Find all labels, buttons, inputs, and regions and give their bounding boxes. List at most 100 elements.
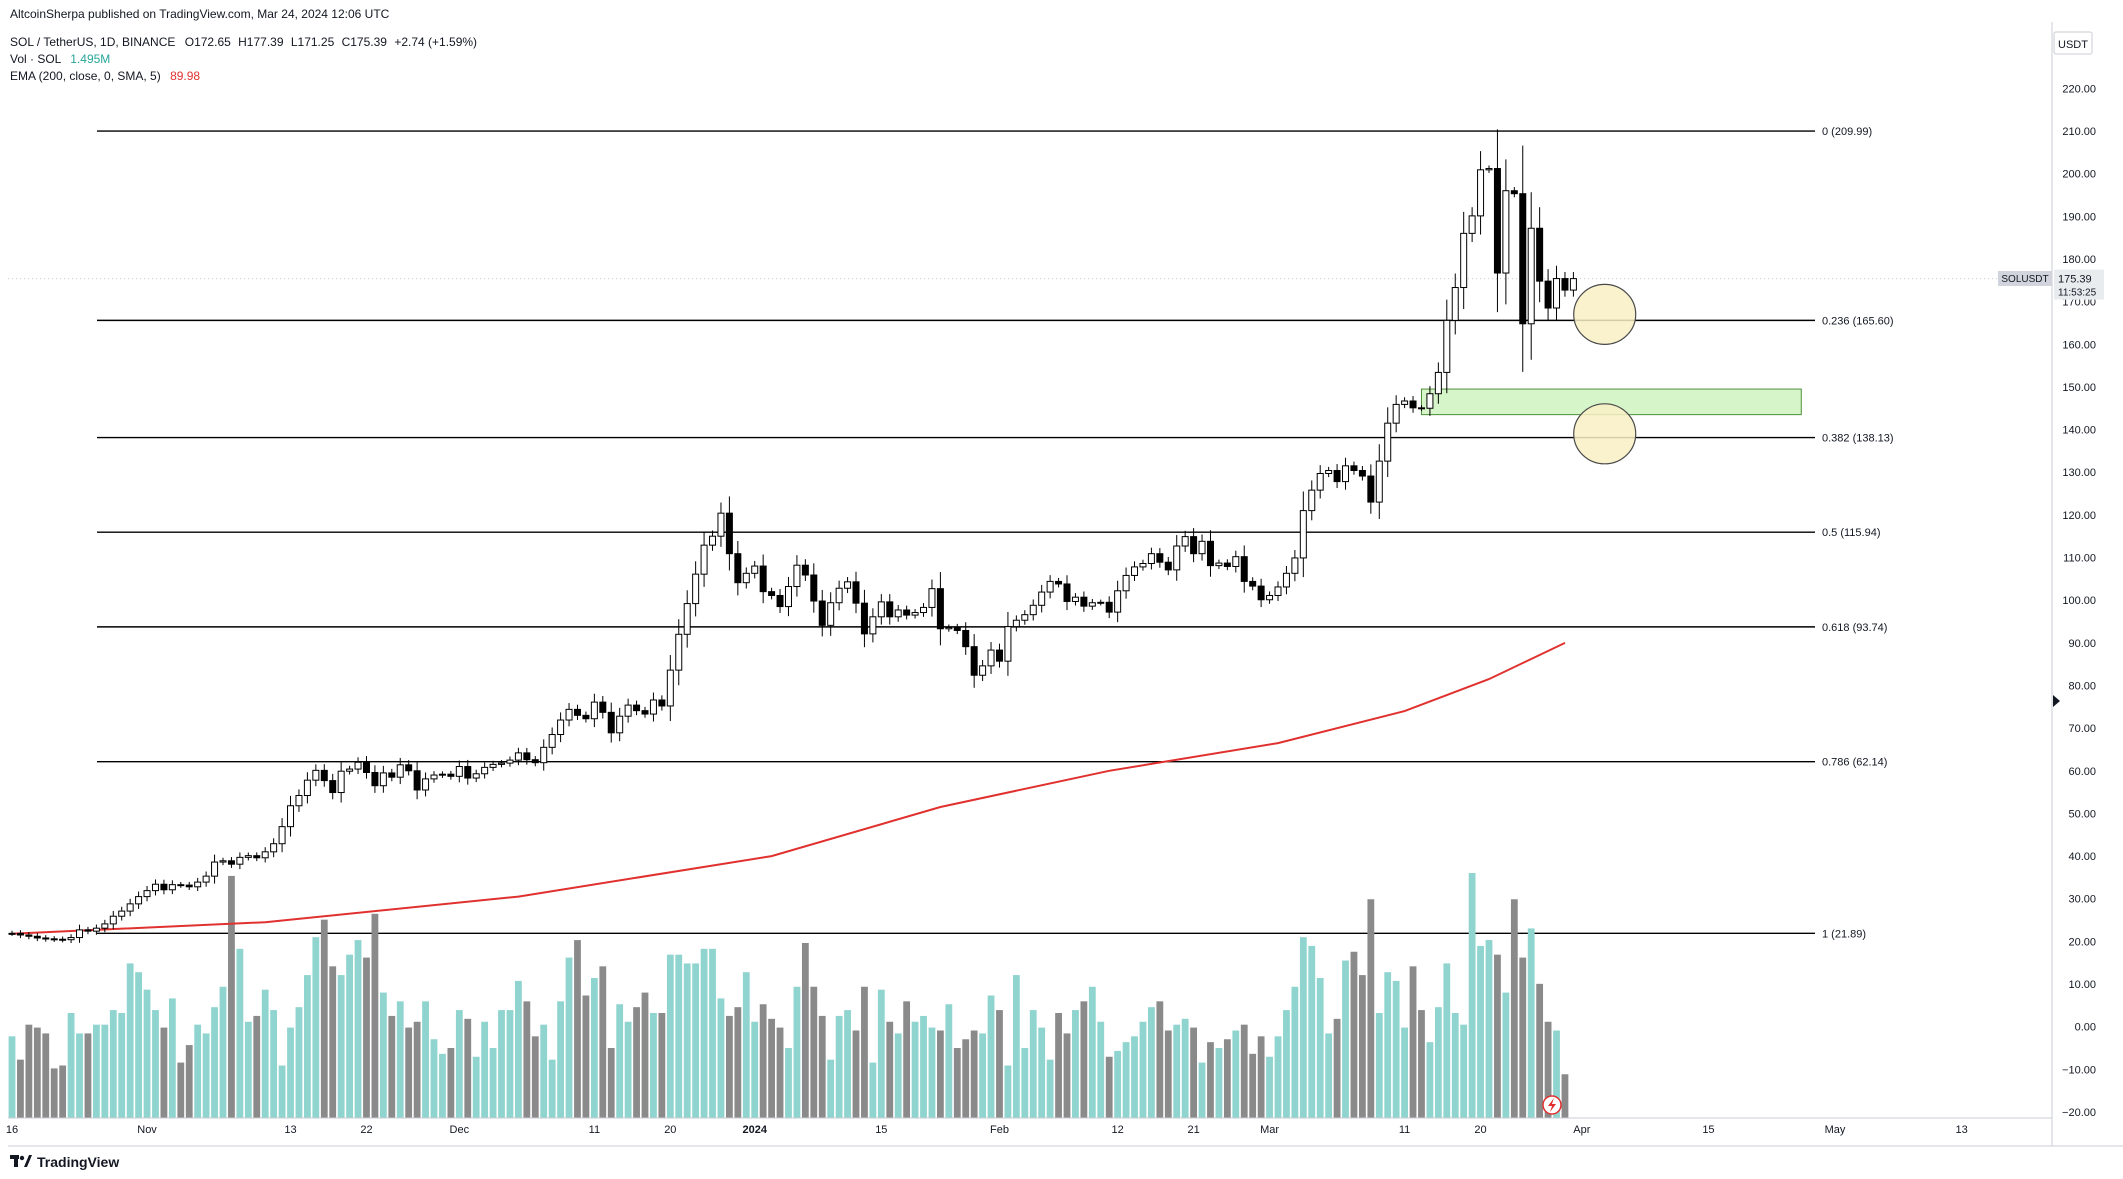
- candle-body[interactable]: [1274, 586, 1282, 596]
- candle-body[interactable]: [1164, 561, 1172, 571]
- candle-body[interactable]: [860, 602, 868, 635]
- candle-body[interactable]: [1417, 407, 1425, 410]
- candle-body[interactable]: [903, 609, 911, 616]
- candle-body[interactable]: [1333, 470, 1341, 483]
- candle-body[interactable]: [995, 649, 1003, 662]
- candle-body[interactable]: [76, 929, 84, 939]
- candle-body[interactable]: [658, 699, 666, 707]
- candle-body[interactable]: [590, 701, 598, 720]
- candle-body[interactable]: [700, 544, 708, 575]
- candle-body[interactable]: [303, 779, 311, 797]
- candle-body[interactable]: [1375, 460, 1383, 503]
- candle-body[interactable]: [742, 572, 750, 584]
- volume-legend[interactable]: Vol · SOL 1.495M: [10, 52, 110, 66]
- candle-body[interactable]: [1021, 614, 1029, 621]
- candle-body[interactable]: [540, 746, 548, 764]
- candle-body[interactable]: [709, 535, 717, 546]
- candle-body[interactable]: [844, 581, 852, 589]
- candle-body[interactable]: [582, 714, 590, 720]
- candle-body[interactable]: [438, 773, 446, 776]
- candle-body[interactable]: [1046, 580, 1054, 593]
- candle-body[interactable]: [143, 890, 151, 898]
- candle-body[interactable]: [877, 601, 885, 618]
- candle-body[interactable]: [1004, 626, 1012, 662]
- candle-body[interactable]: [936, 588, 944, 630]
- candle-body[interactable]: [1266, 594, 1274, 601]
- candle-body[interactable]: [734, 553, 742, 584]
- candle-body[interactable]: [295, 795, 303, 807]
- ema-line[interactable]: [11, 641, 1566, 935]
- candle-body[interactable]: [1223, 562, 1231, 567]
- candle-body[interactable]: [759, 565, 767, 593]
- candle-body[interactable]: [869, 616, 877, 635]
- candle-body[interactable]: [641, 710, 649, 715]
- candle-body[interactable]: [1173, 545, 1181, 571]
- candle-body[interactable]: [1519, 193, 1527, 325]
- candle-body[interactable]: [945, 626, 953, 630]
- candle-body[interactable]: [1308, 489, 1316, 512]
- candle-body[interactable]: [1240, 556, 1248, 582]
- candle-body[interactable]: [177, 884, 185, 887]
- candle-body[interactable]: [160, 883, 168, 891]
- candle-body[interactable]: [725, 512, 733, 555]
- candle-body[interactable]: [1097, 601, 1105, 604]
- candle-body[interactable]: [852, 581, 860, 604]
- highlight-circle[interactable]: [1573, 403, 1637, 465]
- candle-body[interactable]: [523, 752, 531, 761]
- candle-body[interactable]: [1071, 596, 1079, 602]
- candle-body[interactable]: [379, 772, 387, 787]
- candle-body[interactable]: [928, 588, 936, 608]
- candle-body[interactable]: [979, 665, 987, 676]
- candle-body[interactable]: [42, 937, 50, 940]
- candle-body[interactable]: [801, 564, 809, 576]
- candle-body[interactable]: [1493, 168, 1501, 274]
- candle-body[interactable]: [1392, 403, 1400, 424]
- candle-body[interactable]: [1257, 585, 1265, 601]
- candle-body[interactable]: [16, 932, 24, 936]
- candle-body[interactable]: [219, 860, 227, 863]
- candle-body[interactable]: [168, 884, 176, 891]
- candle-body[interactable]: [1055, 580, 1063, 585]
- fib-retracement[interactable]: 0 (209.99) 0.236 (165.60) 0.382 (138.13) 0.…: [97, 126, 1894, 940]
- candle-body[interactable]: [1477, 169, 1485, 217]
- candle-body[interactable]: [692, 573, 700, 605]
- candle-body[interactable]: [1468, 215, 1476, 234]
- candle-body[interactable]: [1147, 553, 1155, 564]
- highlight-circle[interactable]: [1573, 283, 1637, 346]
- candle-body[interactable]: [489, 763, 497, 768]
- candle-body[interactable]: [1451, 287, 1459, 321]
- tradingview-logo[interactable]: TradingView: [10, 1154, 119, 1170]
- candle-body[interactable]: [1088, 602, 1096, 607]
- candle-body[interactable]: [126, 903, 134, 912]
- candle-body[interactable]: [616, 715, 624, 734]
- candle-body[interactable]: [455, 766, 463, 777]
- candle-body[interactable]: [50, 938, 58, 941]
- candles[interactable]: [8, 129, 1577, 943]
- candle-body[interactable]: [337, 770, 345, 794]
- candle-body[interactable]: [548, 734, 556, 748]
- candle-body[interactable]: [354, 761, 362, 770]
- symbol-legend[interactable]: SOL / TetherUS, 1D, BINANCE O172.65 H177…: [10, 35, 477, 49]
- candle-body[interactable]: [194, 881, 202, 888]
- candle-body[interactable]: [565, 708, 573, 721]
- candle-body[interactable]: [1358, 470, 1366, 477]
- candle-body[interactable]: [472, 773, 480, 779]
- candle-body[interactable]: [270, 843, 278, 853]
- candle-body[interactable]: [371, 771, 379, 787]
- candle-body[interactable]: [624, 704, 632, 717]
- candle-body[interactable]: [1114, 590, 1122, 613]
- currency-button[interactable]: [2053, 31, 2093, 55]
- candle-body[interactable]: [388, 772, 396, 778]
- candle-body[interactable]: [1485, 168, 1493, 171]
- candle-body[interactable]: [464, 766, 472, 779]
- candle-body[interactable]: [1190, 536, 1198, 555]
- candle-body[interactable]: [683, 603, 691, 635]
- candle-body[interactable]: [1198, 540, 1206, 555]
- candle-body[interactable]: [447, 773, 455, 777]
- candle-body[interactable]: [506, 759, 514, 764]
- candle-body[interactable]: [633, 704, 641, 712]
- candle-body[interactable]: [557, 719, 565, 736]
- candle-body[interactable]: [481, 766, 489, 775]
- candle-body[interactable]: [211, 861, 219, 877]
